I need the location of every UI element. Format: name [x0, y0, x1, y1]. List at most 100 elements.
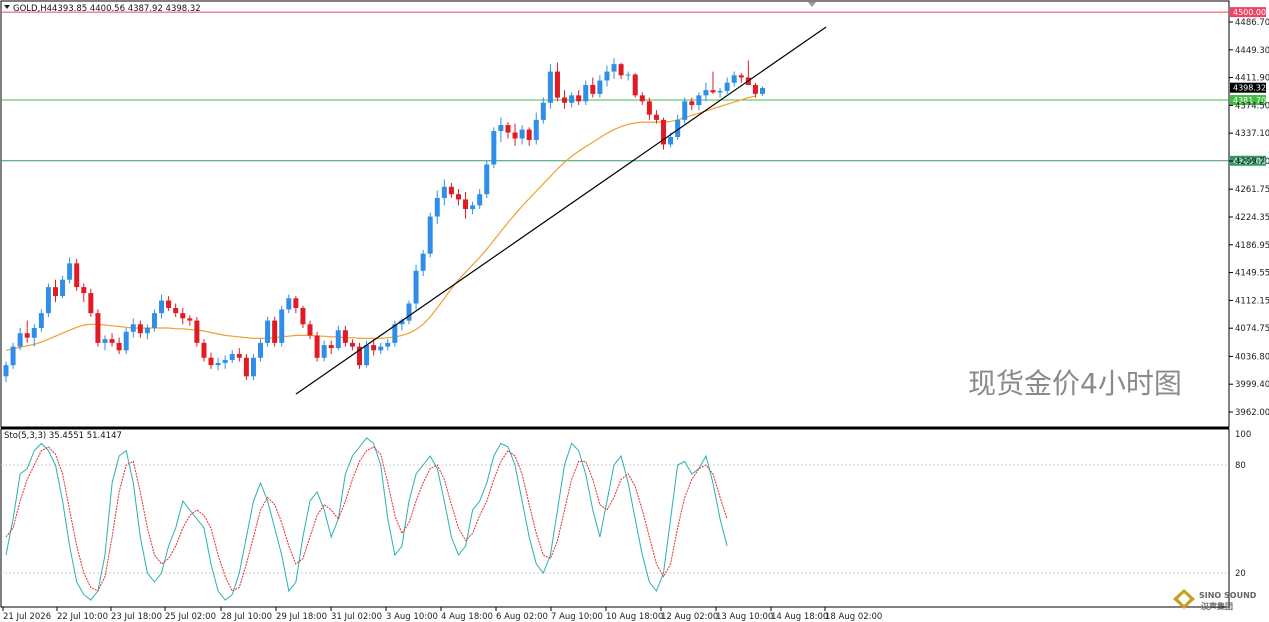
osc-level-label: 20: [1235, 569, 1246, 579]
shift-marker-icon[interactable]: [808, 2, 816, 7]
candle-body: [130, 324, 136, 332]
candle-body: [328, 345, 334, 349]
candle-body: [632, 74, 638, 96]
candle-body: [703, 90, 709, 96]
candle-body: [661, 119, 667, 145]
candle-body: [194, 320, 200, 343]
candle-body: [576, 95, 582, 102]
symbol-label: GOLD,H4: [13, 4, 52, 14]
candle-body: [307, 324, 313, 336]
price-tick-label: 4449.30: [1235, 46, 1269, 56]
candle-body: [144, 328, 150, 334]
candle-body: [434, 197, 440, 217]
time-tick-label: 12 Aug 02:00: [661, 612, 718, 622]
candle-body: [229, 354, 235, 360]
candle-body: [653, 114, 659, 120]
candle-body: [427, 216, 433, 254]
candle-body: [752, 84, 758, 94]
candle-body: [406, 303, 412, 321]
candle-body: [45, 287, 51, 314]
time-tick-label: 13 Aug 10:00: [716, 612, 773, 622]
price-tick-label: 4036.80: [1235, 352, 1269, 362]
logo-line1: SINO SOUND: [1199, 591, 1257, 600]
level-tag-0: [1230, 7, 1266, 18]
candle-body: [137, 324, 143, 334]
candle-body: [180, 313, 186, 319]
level-tag-1: [1230, 95, 1266, 106]
candle-body: [696, 95, 702, 106]
price-tick-label: 4112.15: [1235, 296, 1269, 306]
time-tick-label: 21 Jul 2026: [3, 612, 51, 622]
candle-body: [731, 75, 737, 83]
candle-body: [759, 87, 765, 94]
time-tick-label: 29 Jul 18:00: [276, 612, 327, 622]
candle-body: [102, 339, 108, 343]
candle-body: [597, 80, 603, 94]
candle-body: [392, 324, 398, 343]
current-price-tag: [1230, 82, 1266, 93]
candle-body: [484, 164, 490, 195]
watermark-title: 现货金价4小时图: [968, 367, 1182, 400]
time-tick-label: 18 Aug 02:00: [825, 612, 882, 622]
candle-body: [675, 119, 681, 137]
candle-body: [491, 131, 497, 165]
candle-body: [215, 362, 221, 366]
candle-body: [498, 125, 504, 132]
price-tick-label: 4411.90: [1235, 74, 1269, 84]
time-tick-label: 6 Aug 02:00: [496, 612, 548, 622]
osc-level-label: 100: [1235, 430, 1251, 440]
candle-body: [74, 263, 80, 288]
time-tick-label: 23 Jul 18:00: [111, 612, 162, 622]
moving-average: [5, 95, 756, 351]
candle-body: [554, 71, 560, 98]
time-tick-label: 3 Aug 10:00: [386, 612, 438, 622]
ma-line: [5, 95, 756, 351]
candle-body: [88, 293, 94, 314]
candle-body: [109, 339, 115, 343]
candle-body: [378, 346, 384, 351]
candle-body: [342, 330, 348, 343]
level-tag-2: [1230, 155, 1266, 166]
candle-body: [639, 95, 645, 102]
candle-body: [611, 64, 617, 72]
price-tick-label: 4186.95: [1235, 241, 1269, 251]
candle-body: [512, 132, 518, 139]
stoch-d-line: [5, 446, 728, 592]
candle-body: [159, 300, 165, 314]
candle-body: [335, 330, 341, 349]
candle-body: [689, 101, 695, 106]
candle-body: [321, 345, 327, 358]
level-tag-text-0: 4500.00: [1233, 8, 1266, 17]
candle-body: [668, 136, 674, 145]
candle-body: [413, 270, 419, 304]
collapse-triangle-icon[interactable]: [4, 5, 10, 9]
candle-body: [399, 320, 405, 325]
candle-body: [151, 313, 157, 329]
main-pane-frame: [0, 0, 1230, 428]
candle-body: [583, 84, 589, 102]
candle-body: [717, 90, 723, 93]
candle-body: [201, 342, 207, 358]
price-tick-label: 3962.00: [1235, 408, 1269, 418]
candle-body: [166, 300, 172, 308]
candle-body: [3, 365, 9, 377]
candle-body: [738, 75, 744, 78]
candle-body: [646, 101, 652, 115]
candle-body: [710, 90, 716, 93]
candle-body: [116, 342, 122, 351]
stochastic-oscillator: 100 80 20: [1, 430, 1251, 601]
level-tag-text-1: 4381.70: [1233, 96, 1266, 105]
candle-body: [250, 357, 256, 377]
candle-body: [357, 346, 362, 366]
time-tick-label: 28 Jul 10:00: [221, 612, 272, 622]
ohlc-values: 4393.85 4400.56 4387.92 4398.32: [52, 4, 201, 14]
candle-body: [67, 263, 73, 280]
candle-body: [519, 129, 525, 139]
candle-body: [293, 298, 299, 308]
candle-body: [286, 298, 292, 310]
candle-body: [455, 194, 461, 200]
candle-body: [625, 74, 631, 76]
candle-body: [95, 313, 101, 343]
sino-sound-logo: SINO SOUND 汉声集团: [1173, 589, 1257, 611]
